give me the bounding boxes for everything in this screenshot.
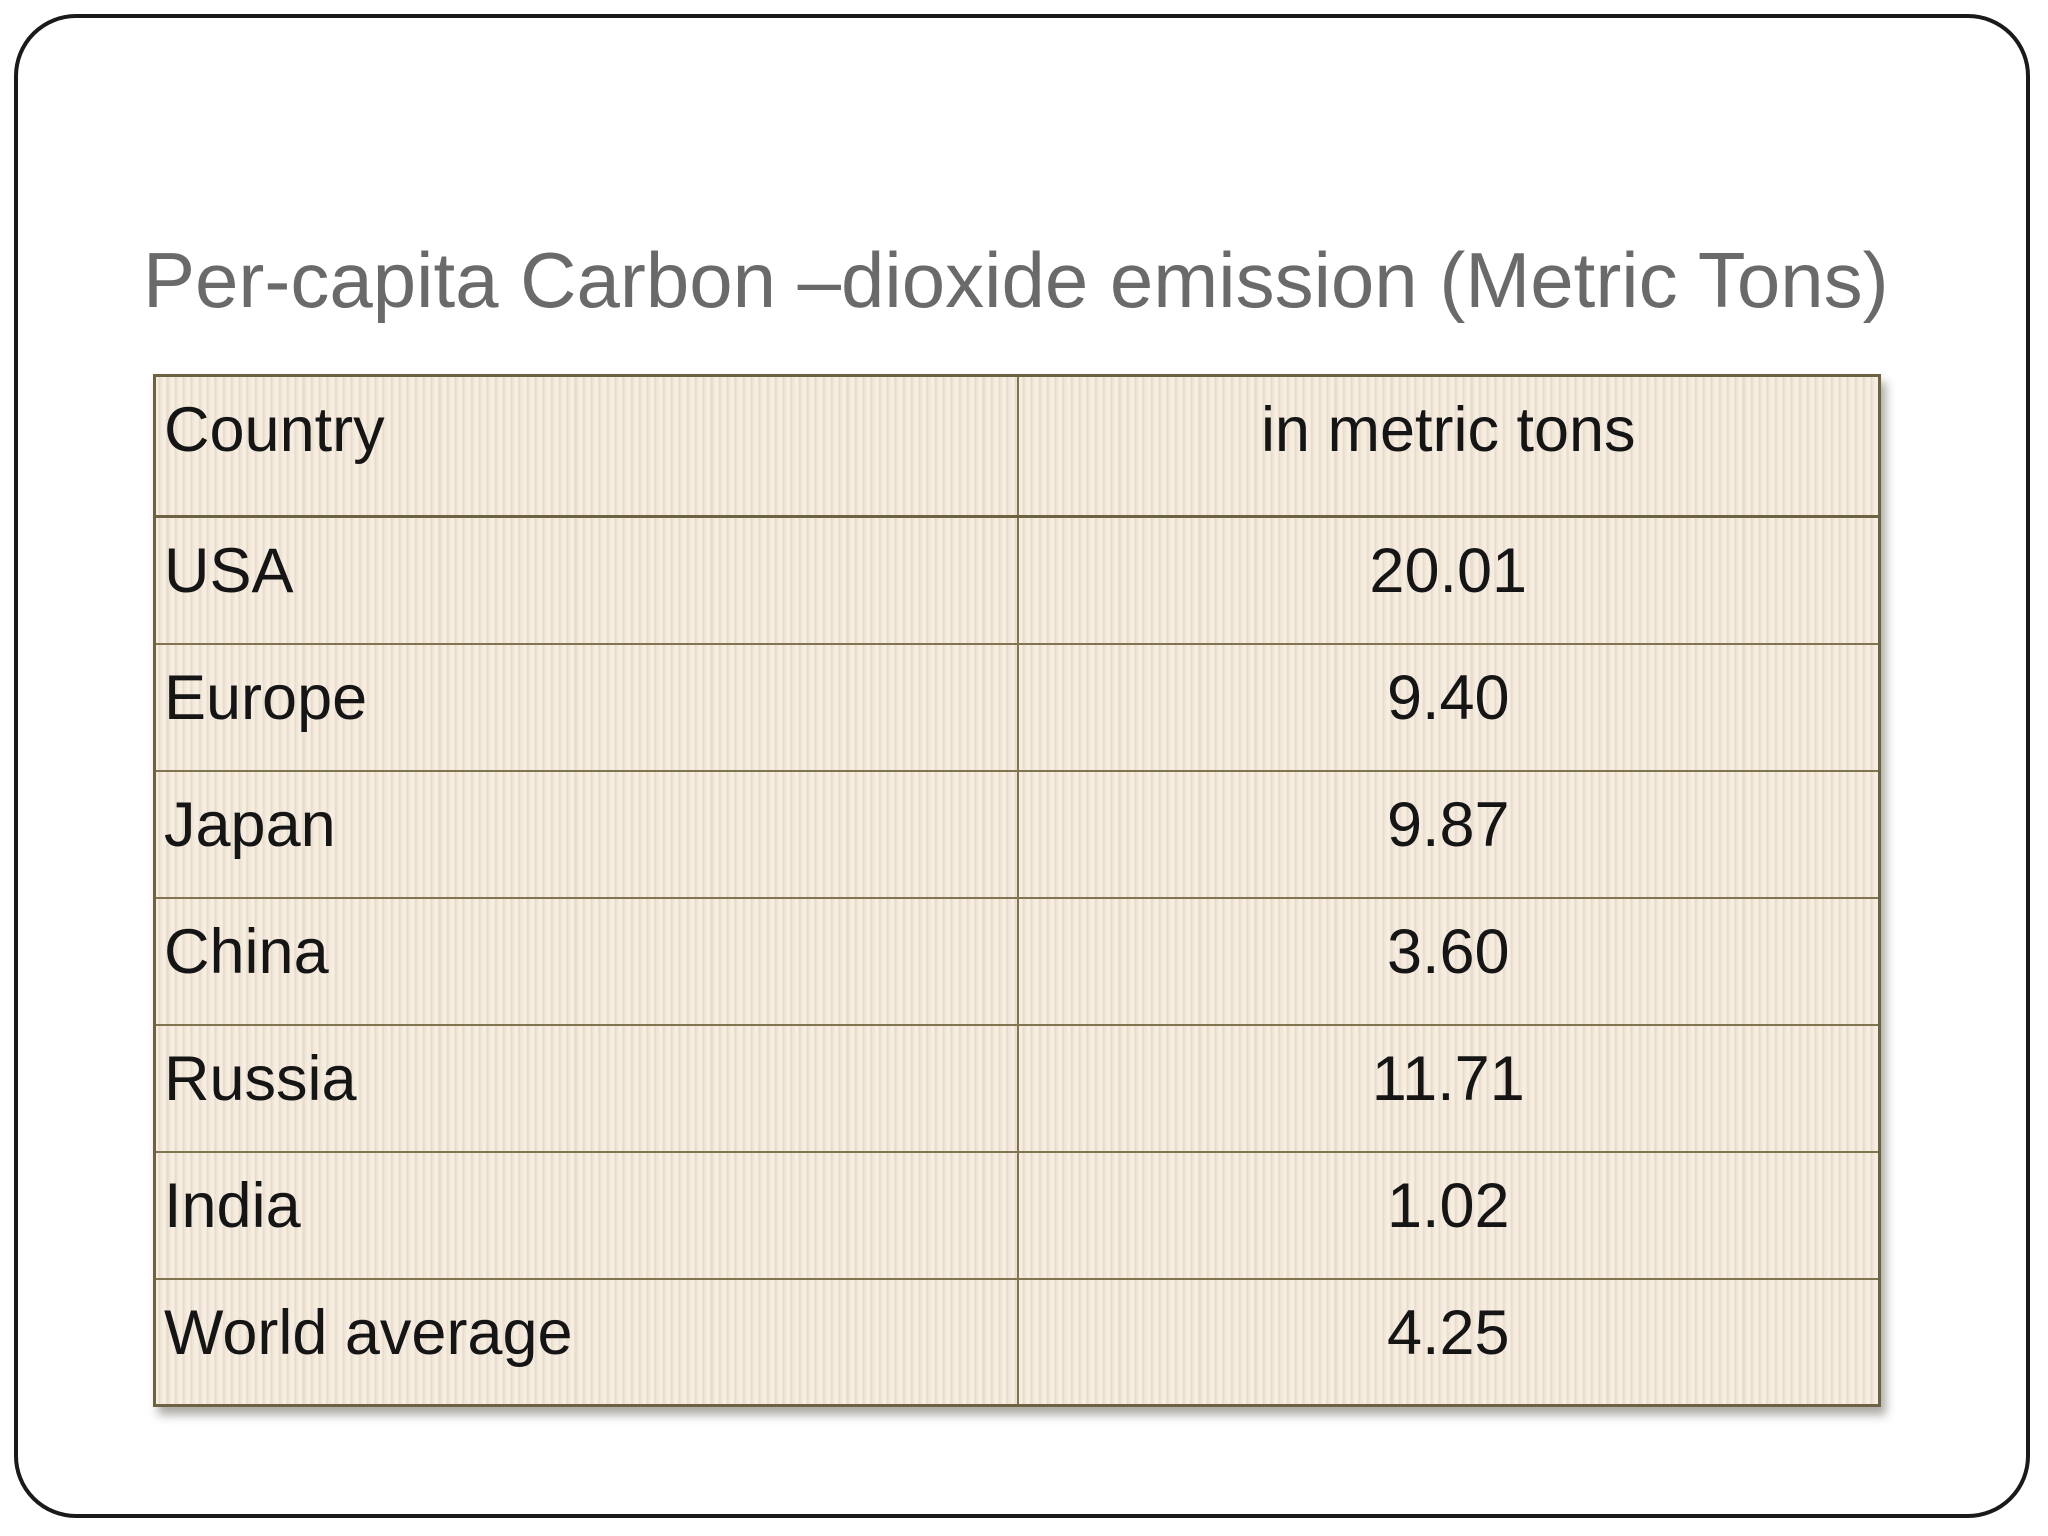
table-row-russia: Russia 11.71 — [153, 1023, 1881, 1153]
table-row-india: India 1.02 — [153, 1150, 1881, 1280]
table-row-japan: Japan 9.87 — [153, 769, 1881, 899]
table-row-china: China 3.60 — [153, 896, 1881, 1026]
value-cell: 3.60 — [1016, 896, 1881, 1026]
table-row-world-average: World average 4.25 — [153, 1277, 1881, 1407]
value-cell: 4.25 — [1016, 1277, 1881, 1407]
slide-border-frame — [14, 14, 2030, 1518]
value-cell: 1.02 — [1016, 1150, 1881, 1280]
table-header-row: Country in metric tons — [153, 374, 1881, 518]
column-header-metric-tons: in metric tons — [1016, 374, 1881, 518]
value-cell: 20.01 — [1016, 515, 1881, 645]
slide-title: Per-capita Carbon –dioxide emission (Met… — [143, 236, 1889, 324]
emissions-table: Country in metric tons USA 20.01 Europe … — [153, 374, 1881, 1407]
value-cell: 11.71 — [1016, 1023, 1881, 1153]
country-cell: China — [153, 896, 1019, 1026]
country-cell: India — [153, 1150, 1019, 1280]
value-cell: 9.87 — [1016, 769, 1881, 899]
country-cell: Japan — [153, 769, 1019, 899]
table-row-usa: USA 20.01 — [153, 515, 1881, 645]
table-row-europe: Europe 9.40 — [153, 642, 1881, 772]
column-header-country: Country — [153, 374, 1019, 518]
country-cell: Russia — [153, 1023, 1019, 1153]
country-cell: USA — [153, 515, 1019, 645]
country-cell: Europe — [153, 642, 1019, 772]
value-cell: 9.40 — [1016, 642, 1881, 772]
country-cell: World average — [153, 1277, 1019, 1407]
